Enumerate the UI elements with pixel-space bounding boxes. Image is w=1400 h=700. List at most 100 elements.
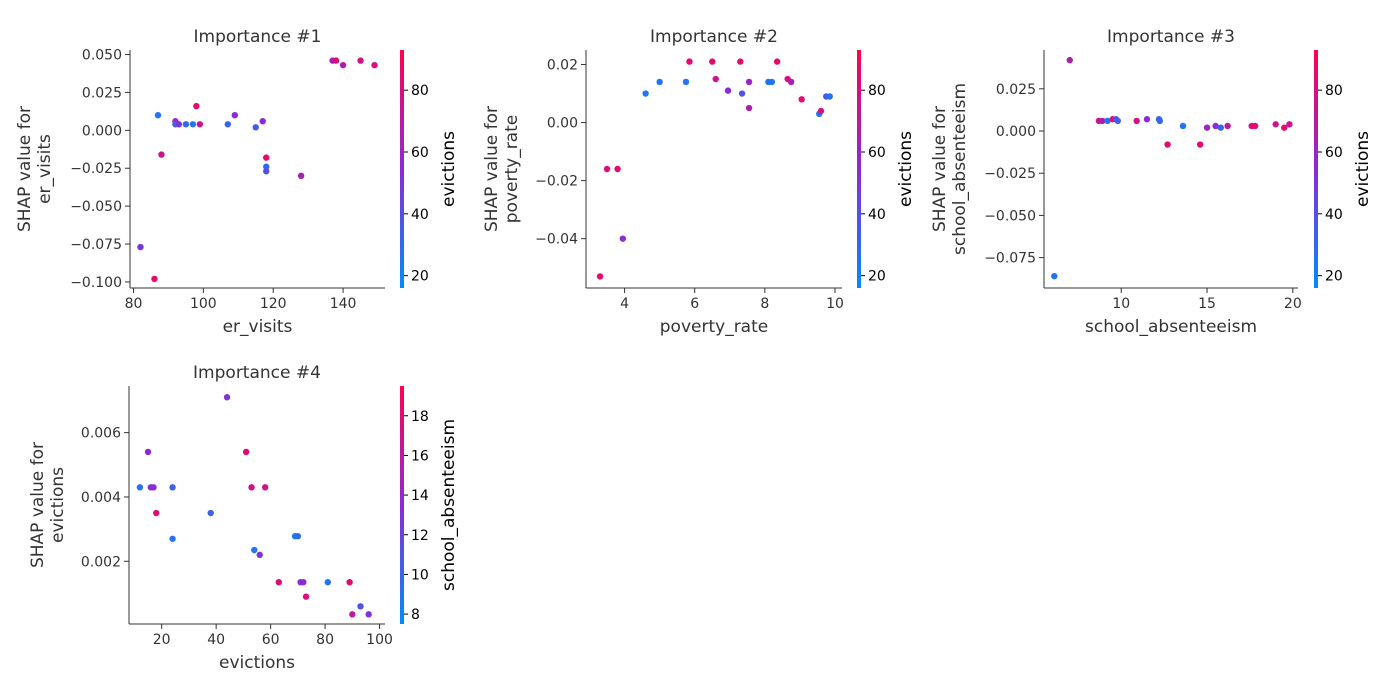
data-point	[263, 154, 270, 161]
data-point	[207, 509, 214, 517]
data-point	[1164, 141, 1171, 148]
y-tick-label: 0.025	[82, 85, 122, 101]
colorbar-tick-label: 14	[411, 488, 429, 504]
colorbar-label: school_absenteeism	[439, 419, 459, 591]
data-point	[745, 78, 753, 86]
colorbar-tick-label: 80	[411, 83, 429, 99]
data-point	[153, 509, 160, 517]
y-axis-label-line2: poverty_rate	[502, 115, 522, 223]
y-tick-label: −0.100	[70, 275, 122, 291]
data-point	[1104, 117, 1111, 125]
colorbar-tick-label: 20	[411, 269, 429, 285]
data-point	[169, 484, 176, 491]
data-point	[365, 611, 372, 618]
plot-title: Importance #2	[650, 27, 778, 47]
y-tick-label: −0.050	[70, 199, 122, 215]
y-axis-label-line2: er_visits	[35, 134, 55, 204]
plot-title: Importance #1	[194, 27, 322, 47]
data-point	[1066, 56, 1073, 64]
data-point	[1272, 121, 1279, 128]
data-point	[324, 578, 332, 586]
data-point	[745, 104, 753, 112]
x-tick-label: 120	[260, 296, 287, 312]
data-point	[787, 78, 795, 86]
y-tick-label: 0.025	[996, 82, 1036, 98]
data-point	[242, 448, 250, 456]
colorbar-tick-label: 8	[411, 607, 420, 623]
y-tick-label: 0.004	[81, 490, 121, 506]
data-point	[1251, 122, 1259, 130]
colorbar-label: evictions	[1353, 131, 1373, 207]
data-point	[150, 484, 157, 491]
data-point	[251, 546, 258, 554]
data-point	[224, 121, 232, 128]
colorbar	[400, 50, 404, 288]
data-point	[193, 102, 200, 110]
data-point	[1156, 117, 1164, 125]
data-point	[738, 90, 746, 97]
x-tick-label: 15	[1198, 296, 1216, 312]
x-axis-label: school_absenteeism	[1085, 317, 1257, 337]
x-tick-label: 40	[207, 632, 225, 648]
colorbar-tick-label: 40	[411, 207, 429, 223]
data-point	[712, 75, 719, 83]
y-axis-label-line1: SHAP value for	[930, 106, 950, 232]
data-point	[248, 484, 255, 491]
x-axis-label: evictions	[219, 653, 295, 673]
data-point	[656, 78, 663, 86]
data-point	[137, 243, 144, 251]
data-point	[297, 172, 305, 180]
data-point	[332, 57, 340, 64]
data-point	[175, 121, 183, 128]
data-point	[724, 87, 732, 94]
x-axis-label: poverty_rate	[660, 317, 768, 337]
colorbar-tick-label: 60	[1325, 145, 1343, 161]
colorbar-tick-label: 40	[868, 207, 886, 223]
x-tick-label: 6	[690, 296, 699, 312]
y-axis-label-line2: evictions	[48, 467, 68, 543]
y-axis-label-line2: school_absenteeism	[950, 83, 970, 255]
y-tick-label: 0.006	[81, 426, 121, 442]
data-point	[798, 96, 805, 103]
data-point	[642, 90, 649, 97]
data-point	[1051, 272, 1058, 280]
data-point	[614, 165, 621, 173]
plot-title: Importance #3	[1107, 27, 1235, 47]
data-point	[1179, 122, 1187, 130]
data-point	[196, 121, 204, 128]
data-point	[223, 394, 231, 401]
colorbar	[857, 50, 861, 288]
data-point	[603, 165, 611, 173]
data-point	[259, 118, 266, 125]
data-point	[1133, 117, 1140, 125]
data-point	[1286, 121, 1293, 128]
data-point	[300, 578, 307, 586]
x-tick-label: 4	[620, 296, 629, 312]
y-tick-label: 0.00	[547, 116, 578, 132]
y-tick-label: 0.000	[82, 123, 122, 139]
data-point	[826, 93, 833, 100]
data-point	[302, 593, 310, 600]
data-point	[1217, 124, 1224, 131]
y-tick-label: 0.050	[82, 48, 122, 64]
colorbar-tick-label: 16	[411, 448, 429, 464]
colorbar	[1314, 50, 1318, 288]
colorbar-label: evictions	[896, 131, 916, 207]
y-axis-label-line1: SHAP value for	[482, 106, 502, 232]
y-axis-label-line1: SHAP value for	[15, 106, 35, 232]
y-tick-label: −0.025	[984, 166, 1036, 182]
x-tick-label: 20	[153, 632, 171, 648]
x-tick-label: 80	[125, 296, 143, 312]
data-point	[709, 58, 716, 65]
plot-panel-1: Importance #1 80 100 120 140 −0.100 −0.075 −0.0…	[15, 27, 459, 337]
data-point	[169, 535, 176, 542]
x-tick-label: 20	[1284, 296, 1302, 312]
plot-panel-4: Importance #4 20 40 60 80 100 0.002 0.004 0.006 e…	[28, 363, 459, 673]
y-tick-label: −0.02	[535, 174, 578, 190]
data-point	[1212, 122, 1219, 130]
data-point	[252, 124, 259, 131]
data-point	[682, 78, 690, 86]
data-point	[339, 61, 347, 69]
colorbar-tick-label: 60	[868, 145, 886, 161]
